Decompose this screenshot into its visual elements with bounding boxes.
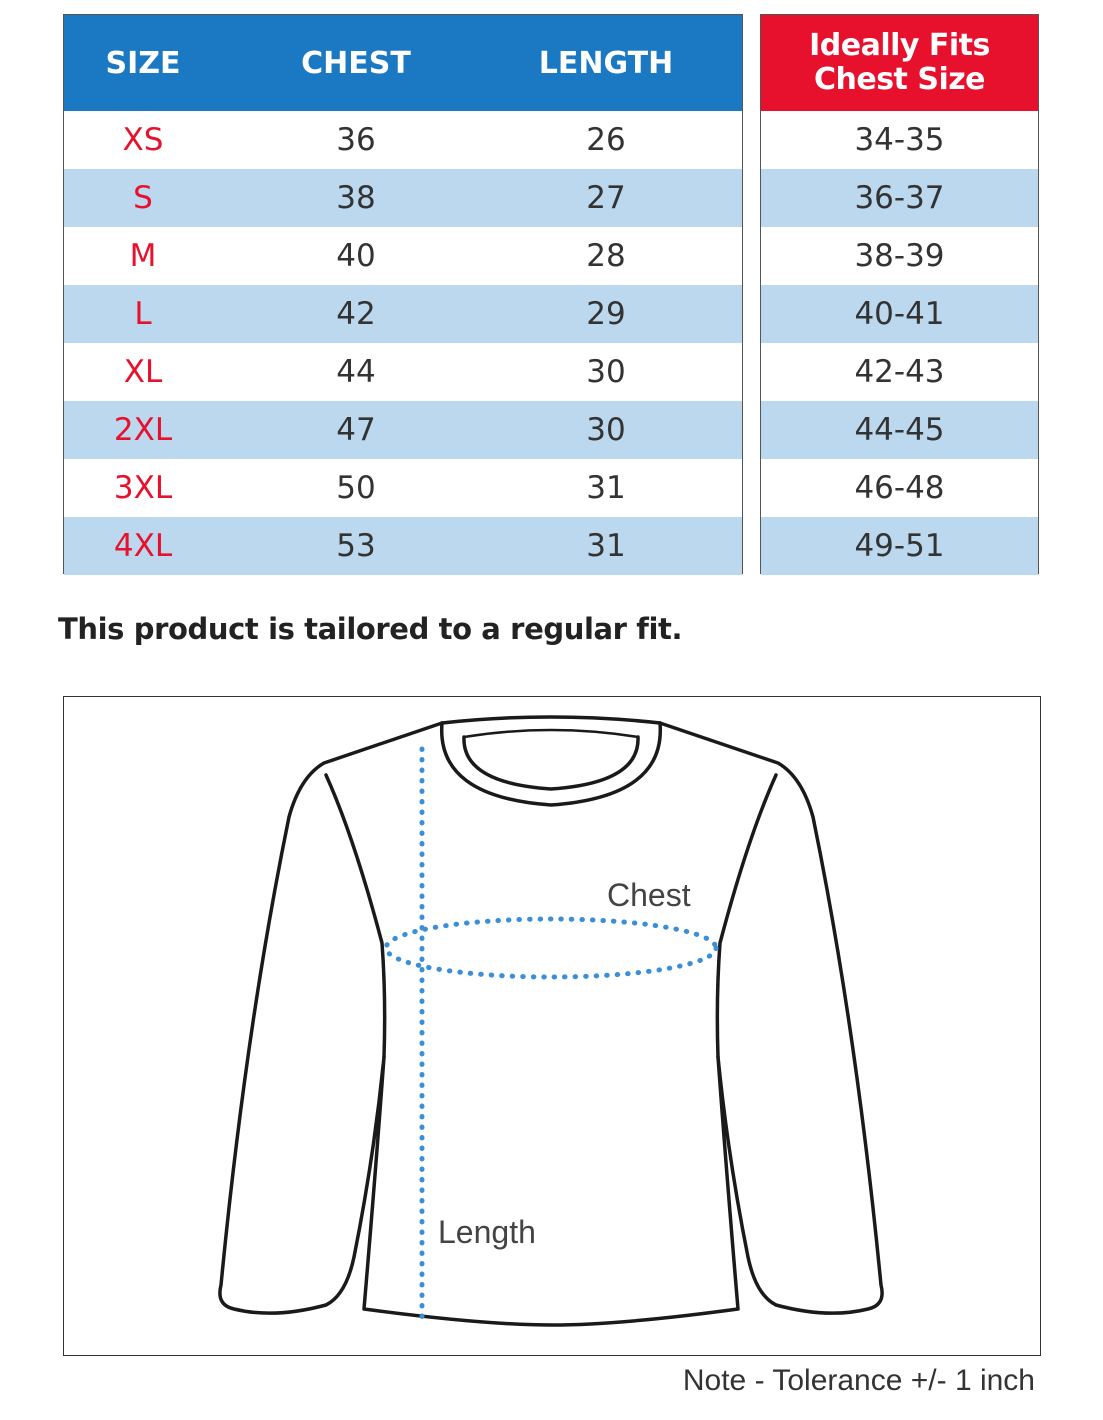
length-cell: 27 <box>586 180 626 216</box>
measurement-diagram: Chest Length <box>63 696 1041 1356</box>
fit-range-cell: 46-48 <box>854 470 945 506</box>
fit-range-cell: 44-45 <box>854 412 945 448</box>
header-size: SIZE <box>105 45 181 81</box>
ideal-fit-header: Ideally Fits Chest Size <box>761 15 1038 111</box>
header-chest: CHEST <box>301 45 411 81</box>
table-row: 4XL 53 31 <box>64 517 742 575</box>
fit-row: 42-43 <box>761 343 1038 401</box>
fit-row: 40-41 <box>761 285 1038 343</box>
fit-row: 44-45 <box>761 401 1038 459</box>
size-cell: 4XL <box>113 528 173 564</box>
length-cell: 26 <box>586 122 626 158</box>
size-chart-table: SIZE CHEST LENGTH XS 36 26 S 38 27 M 40 … <box>63 14 743 575</box>
fit-row: 49-51 <box>761 517 1038 575</box>
fit-row: 38-39 <box>761 227 1038 285</box>
size-cell: S <box>133 180 153 216</box>
shirt-illustration: Chest Length <box>218 715 884 1327</box>
size-cell: L <box>134 296 152 332</box>
left-sleeve-seam <box>324 773 387 1059</box>
ideal-fit-heading-line2: Chest Size <box>813 62 986 97</box>
length-cell: 28 <box>586 238 626 274</box>
fit-range-cell: 40-41 <box>854 296 945 332</box>
inner-back-neck <box>462 728 640 739</box>
header-length: LENGTH <box>538 45 674 81</box>
chest-cell: 40 <box>336 238 376 274</box>
fit-range-cell: 36-37 <box>854 180 945 216</box>
fit-row: 36-37 <box>761 169 1038 227</box>
table-row: XL 44 30 <box>64 343 742 401</box>
table-row: 2XL 47 30 <box>64 401 742 459</box>
collar-inner <box>462 735 640 791</box>
ideal-fit-table: Ideally Fits Chest Size 34-35 36-37 38-3… <box>760 14 1039 575</box>
fit-row: 34-35 <box>761 111 1038 169</box>
chest-cell: 47 <box>336 412 376 448</box>
size-cell: 2XL <box>113 412 173 448</box>
table-row: L 42 29 <box>64 285 742 343</box>
length-cell: 29 <box>586 296 626 332</box>
length-cell: 31 <box>586 470 626 506</box>
table-row: XS 36 26 <box>64 111 742 169</box>
chest-cell: 44 <box>336 354 376 390</box>
length-cell: 30 <box>586 412 626 448</box>
chest-cell: 42 <box>336 296 376 332</box>
size-cell: M <box>129 238 157 274</box>
collar-outer <box>440 721 662 807</box>
fit-range-cell: 34-35 <box>854 122 945 158</box>
back-neckline <box>440 715 662 725</box>
fit-range-cell: 38-39 <box>854 238 945 274</box>
table-row: 3XL 50 31 <box>64 459 742 517</box>
chest-cell: 50 <box>336 470 376 506</box>
ideal-fit-heading: Ideally Fits Chest Size <box>809 29 990 97</box>
ideal-fit-heading-line1: Ideally Fits <box>809 28 990 63</box>
tolerance-note: Note - Tolerance +/- 1 inch <box>682 1364 1035 1397</box>
chest-label: Chest <box>607 877 691 913</box>
size-cell: 3XL <box>113 470 173 506</box>
chest-cell: 53 <box>336 528 376 564</box>
chest-measure-ellipse <box>383 916 719 980</box>
chest-cell: 38 <box>336 180 376 216</box>
right-sleeve-seam <box>715 773 778 1059</box>
fit-row: 46-48 <box>761 459 1038 517</box>
table-row: S 38 27 <box>64 169 742 227</box>
size-cell: XL <box>123 354 163 390</box>
size-chart-header: SIZE CHEST LENGTH <box>64 15 742 111</box>
chest-cell: 36 <box>336 122 376 158</box>
length-cell: 30 <box>586 354 626 390</box>
fit-range-cell: 42-43 <box>854 354 945 390</box>
size-cell: XS <box>122 122 164 158</box>
table-row: M 40 28 <box>64 227 742 285</box>
fit-range-cell: 49-51 <box>854 528 945 564</box>
shirt-outline <box>218 721 884 1327</box>
length-cell: 31 <box>586 528 626 564</box>
fit-note: This product is tailored to a regular fi… <box>58 612 683 646</box>
length-label: Length <box>438 1214 536 1250</box>
